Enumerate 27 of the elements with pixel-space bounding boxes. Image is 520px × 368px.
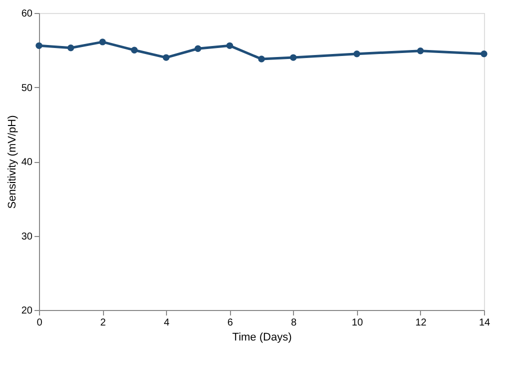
y-tick-label: 30 <box>21 231 33 242</box>
x-tick-label: 10 <box>352 318 364 328</box>
point <box>354 50 360 58</box>
point <box>36 42 42 50</box>
point <box>131 46 138 54</box>
x-tick-label: 4 <box>164 318 170 328</box>
y-axis-title: Sensitivity (mV/pH) <box>6 115 18 209</box>
x-tick-label: 14 <box>478 318 490 328</box>
point <box>290 54 297 61</box>
point <box>258 56 265 62</box>
x-axis-title: Time (Days) <box>232 332 292 344</box>
y-tick-label: 50 <box>21 82 33 94</box>
point <box>162 54 170 61</box>
x-tick-label: 0 <box>36 318 43 328</box>
y-tick-label: 40 <box>21 157 33 168</box>
y-tick-label: 60 <box>21 8 33 20</box>
point <box>417 48 424 54</box>
point <box>226 42 234 50</box>
point <box>67 44 74 52</box>
y-tick-label: 20 <box>21 306 33 316</box>
point <box>99 38 106 46</box>
x-tick-label: 6 <box>227 318 234 328</box>
x-tick-label: 8 <box>291 318 298 328</box>
point <box>194 45 202 52</box>
point <box>480 50 488 58</box>
x-tick-label: 2 <box>100 318 106 328</box>
x-tick-label: 12 <box>415 318 427 328</box>
